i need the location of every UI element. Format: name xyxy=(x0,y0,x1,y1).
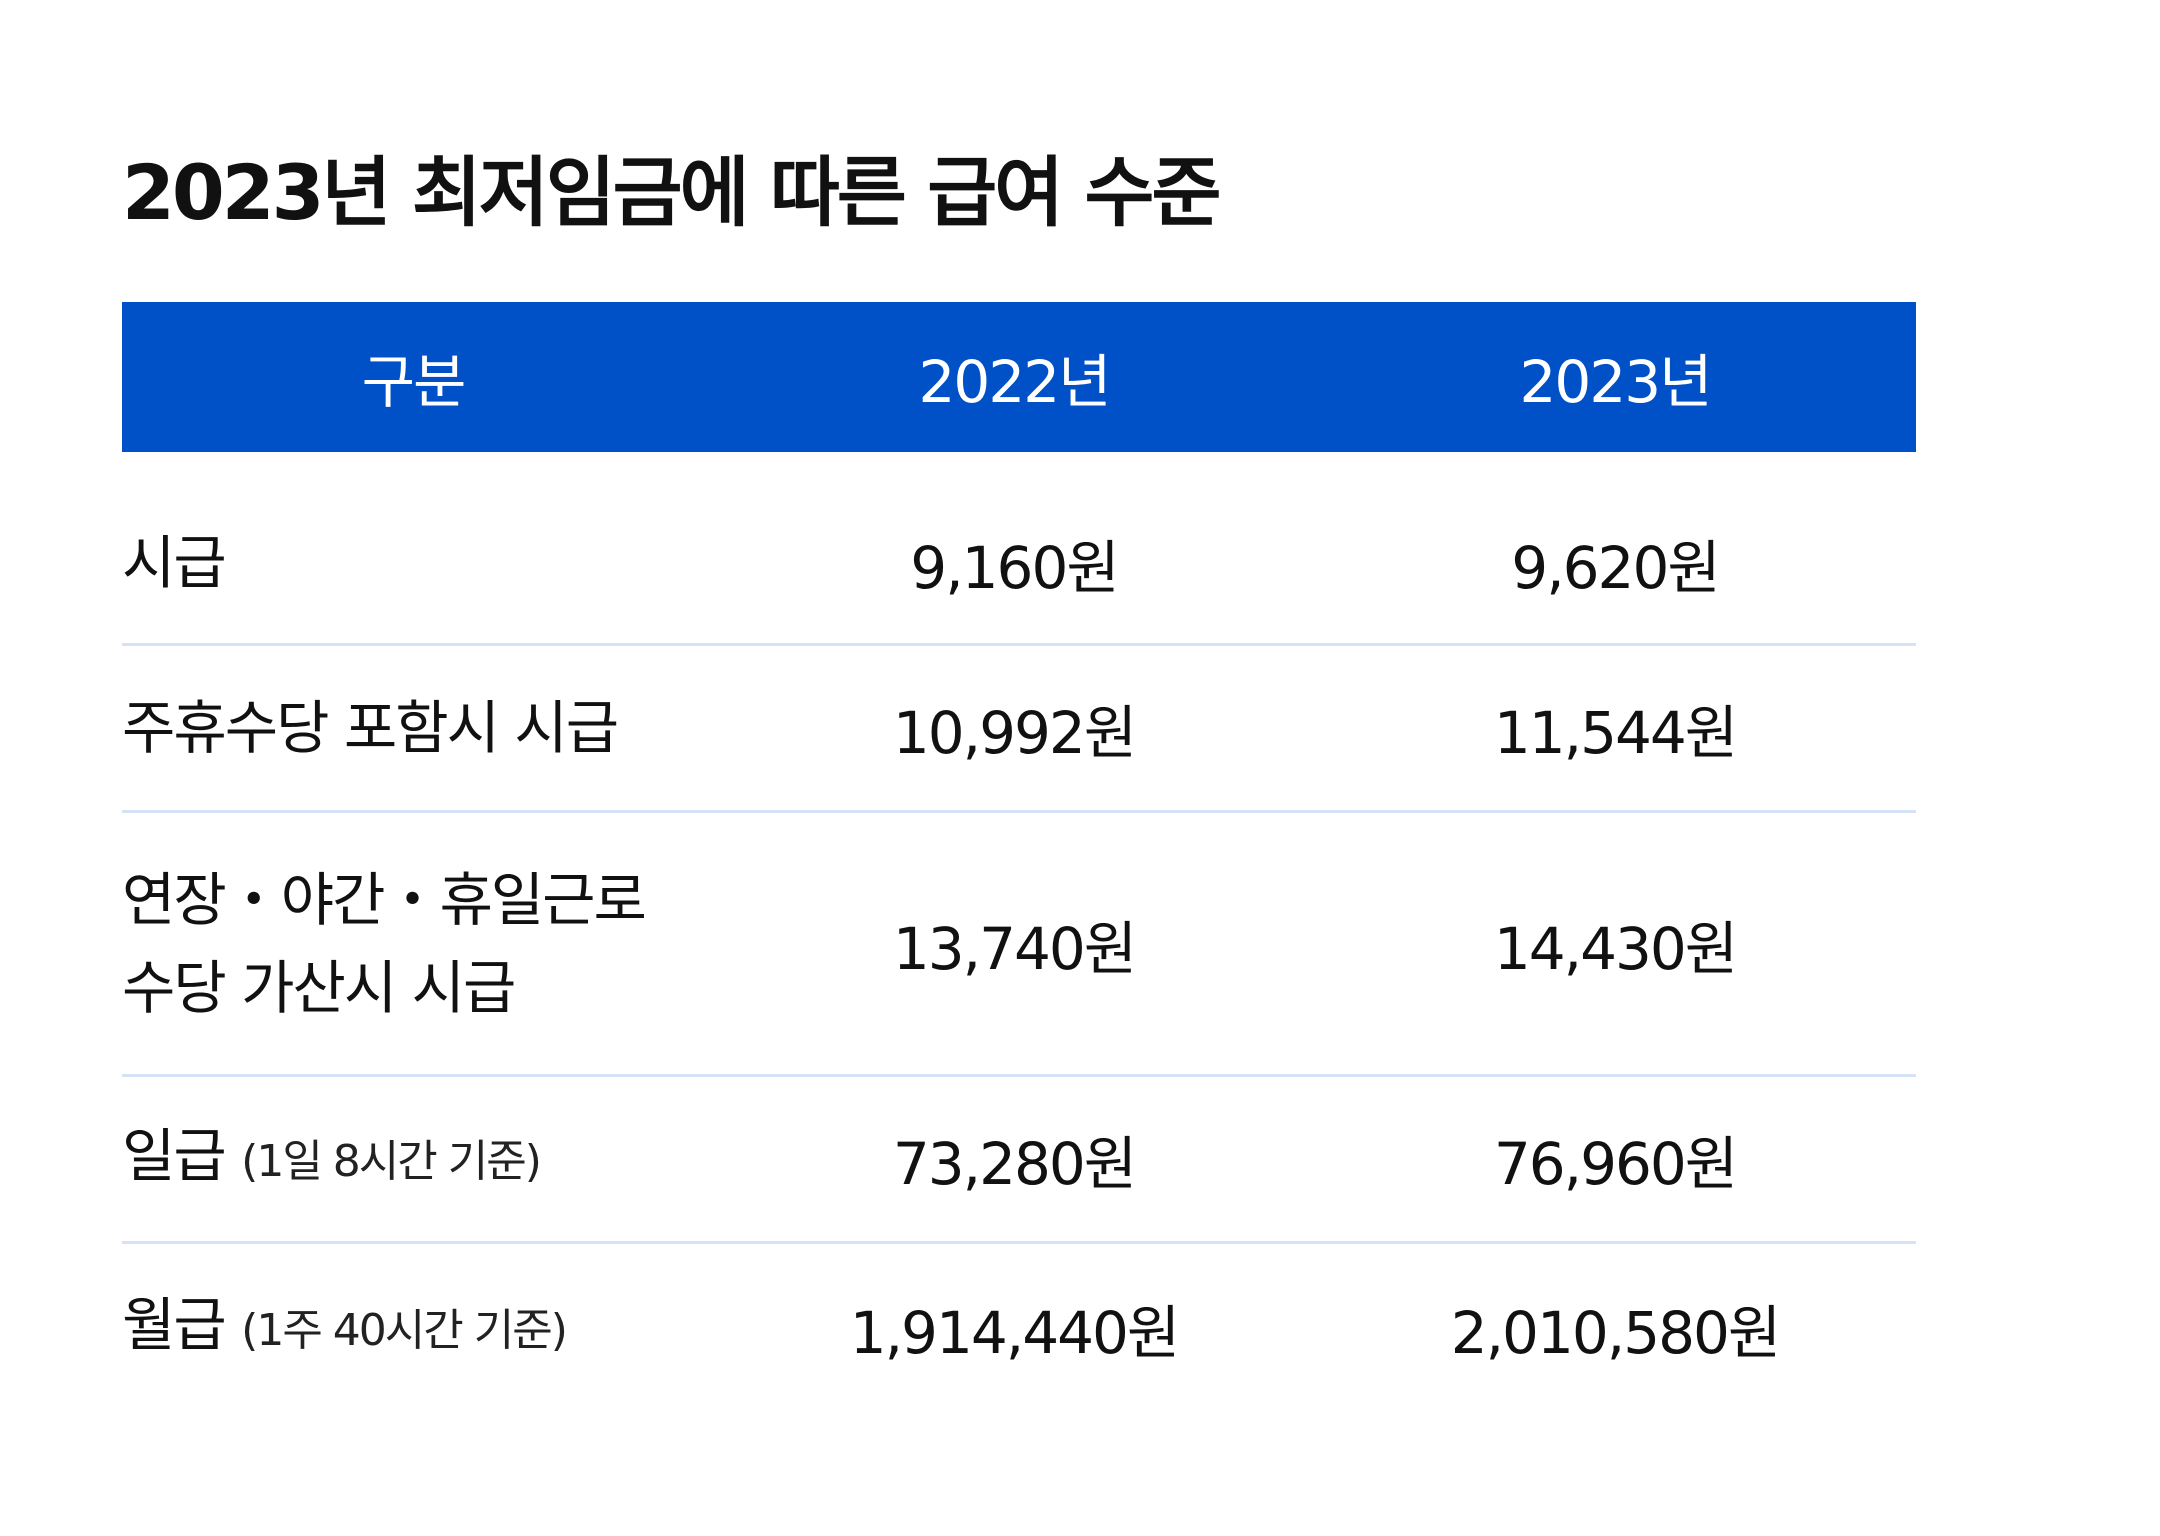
row-label-text: 일급 xyxy=(122,1122,227,1190)
row-label-text: 시급 xyxy=(122,528,227,597)
value-2023: 2,010,580원 xyxy=(1450,1298,1782,1367)
value-2022: 13,740원 xyxy=(892,914,1137,983)
row-label: 일급 (1일 8시간 기준) xyxy=(122,1112,714,1206)
row-label-line2: 수당 가산시 시급 xyxy=(122,953,516,1022)
row-label: 주휴수당 포함시 시급 xyxy=(122,684,714,772)
table-row-daily: 일급 (1일 8시간 기준) 73,280원 76,960원 xyxy=(122,1077,1916,1244)
value-2022: 10,992원 xyxy=(892,699,1137,767)
value-2022: 1,914,440원 xyxy=(849,1298,1181,1367)
table-row-hourly: 시급 9,160원 9,620원 xyxy=(122,452,1916,646)
row-label: 시급 xyxy=(122,519,714,607)
table-row-overtime-hourly: 연장・야간・휴일근로 수당 가산시 시급 13,740원 14,430원 xyxy=(122,813,1916,1077)
value-2022: 9,160원 xyxy=(910,533,1119,602)
value-2023: 11,544원 xyxy=(1493,699,1738,767)
table-row-monthly: 월급 (1주 40시간 기준) 1,914,440원 2,010,580원 xyxy=(122,1244,1916,1411)
row-label-note: (1일 8시간 기준) xyxy=(241,1136,542,1187)
header-category: 구분 xyxy=(361,348,467,416)
table-header: 구분 2022년 2023년 xyxy=(122,302,1916,452)
row-label-line1: 연장・야간・휴일근로 xyxy=(122,865,647,934)
page-title: 2023년 최저임금에 따른 급여 수준 xyxy=(122,148,1221,237)
value-2023: 76,960원 xyxy=(1493,1130,1738,1198)
row-label-note: (1주 40시간 기준) xyxy=(241,1304,568,1356)
wage-table: 구분 2022년 2023년 시급 9,160원 9,620원 주휴수당 포함시… xyxy=(122,302,1916,1411)
header-2022: 2022년 xyxy=(918,348,1112,416)
row-label: 월급 (1주 40시간 기준) xyxy=(122,1281,714,1375)
value-2023: 14,430원 xyxy=(1493,914,1738,983)
row-label-text: 주휴수당 포함시 시급 xyxy=(122,694,619,762)
row-label: 연장・야간・휴일근로 수당 가산시 시급 xyxy=(122,856,714,1032)
value-2023: 9,620원 xyxy=(1511,533,1720,602)
row-label-text: 월급 xyxy=(122,1290,227,1359)
table-row-hourly-with-weekly-allowance: 주휴수당 포함시 시급 10,992원 11,544원 xyxy=(122,646,1916,813)
header-2023: 2023년 xyxy=(1519,348,1713,416)
value-2022: 73,280원 xyxy=(892,1130,1137,1198)
